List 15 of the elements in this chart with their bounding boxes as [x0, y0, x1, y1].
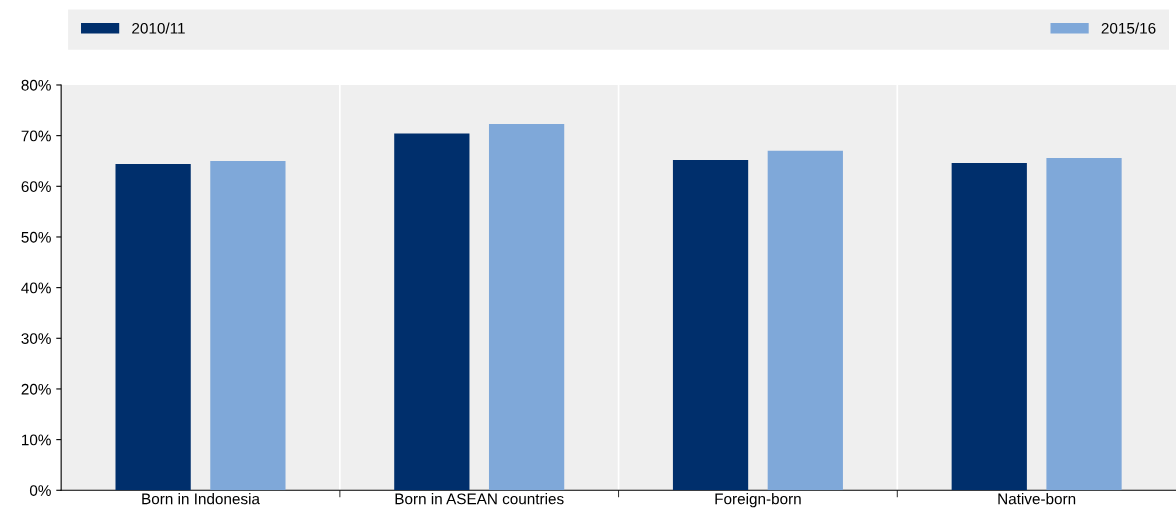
legend-label: 2015/16	[1101, 22, 1156, 34]
y-tick-label: 50%	[21, 231, 51, 243]
x-tick-label: Born in ASEAN countries	[395, 493, 564, 505]
y-tick-label: 80%	[21, 79, 51, 91]
x-tick-label: Foreign-born	[715, 493, 801, 508]
y-tick-label: 0%	[29, 485, 51, 496]
y-tick-label: 30%	[21, 333, 51, 344]
y-tick-label: 40%	[21, 282, 51, 294]
legend-label: 2010/11	[132, 22, 185, 34]
y-tick-label: 20%	[21, 383, 51, 395]
y-tick-label: 10%	[22, 434, 51, 446]
y-tick-label: 70%	[21, 130, 51, 142]
x-tick-label: Native-born	[998, 493, 1076, 505]
x-tick-label: Born in Indonesia	[142, 493, 260, 505]
y-tick-label: 60%	[21, 181, 51, 192]
